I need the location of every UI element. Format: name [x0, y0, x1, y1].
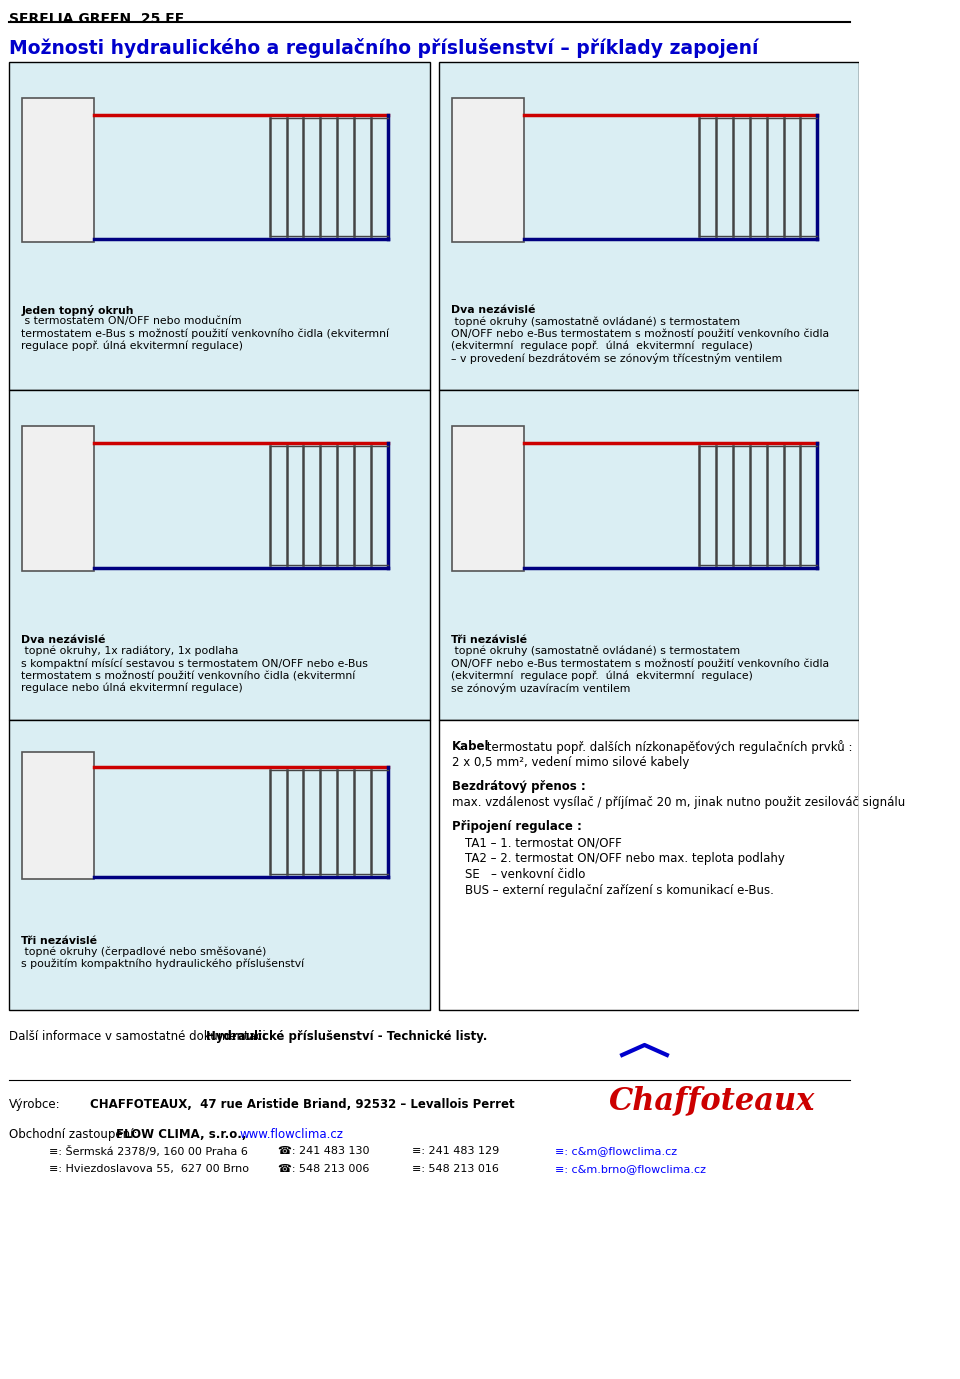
- Text: ≡: Hviezdoslavova 55,  627 00 Brno: ≡: Hviezdoslavova 55, 627 00 Brno: [49, 1164, 250, 1174]
- Bar: [9, 390, 430, 720]
- Text: TA2 – 2. termostat ON/OFF nebo max. teplota podlahy: TA2 – 2. termostat ON/OFF nebo max. tepl…: [466, 852, 785, 865]
- Text: topné okruhy (samostatně ovládané) s termostatem
ON/OFF nebo e-Bus termostatem s: topné okruhy (samostatně ovládané) s ter…: [451, 645, 829, 694]
- Text: max. vzdálenost vysílač / příjímač 20 m, jinak nutno použit zesilováč signálu: max. vzdálenost vysílač / příjímač 20 m,…: [452, 796, 905, 809]
- Text: CHAFFOTEAUX,  47 rue Aristide Briand, 92532 – Levallois Perret: CHAFFOTEAUX, 47 rue Aristide Briand, 925…: [89, 1098, 515, 1111]
- Text: termostatu popř. dalších nízkonapěťových regulačních prvků :: termostatu popř. dalších nízkonapěťových…: [484, 741, 852, 754]
- Text: Dva nezávislé: Dva nezávislé: [21, 634, 106, 645]
- Text: ≡: c&m@flowclima.cz: ≡: c&m@flowclima.cz: [555, 1146, 677, 1156]
- Text: Možnosti hydraulického a regulačního příslušenství – příklady zapojení: Možnosti hydraulického a regulačního pří…: [9, 39, 758, 58]
- Bar: [439, 720, 859, 1009]
- Text: ≡: 548 213 016: ≡: 548 213 016: [412, 1164, 498, 1174]
- Bar: [452, 426, 523, 571]
- Text: Chaffoteaux: Chaffoteaux: [609, 1085, 815, 1116]
- Text: topné okruhy (čerpadlové nebo směšované)
s použitím kompaktního hydraulického př: topné okruhy (čerpadlové nebo směšované)…: [21, 947, 304, 969]
- Text: topné okruhy, 1x radiátory, 1x podlaha
s kompaktní mísící sestavou s termostatem: topné okruhy, 1x radiátory, 1x podlaha s…: [21, 645, 369, 694]
- Text: ≡: 241 483 129: ≡: 241 483 129: [412, 1146, 499, 1156]
- Text: Tři nezávislé: Tři nezávislé: [451, 634, 527, 645]
- Text: Dva nezávislé: Dva nezávislé: [451, 305, 536, 316]
- Bar: [22, 426, 94, 571]
- Bar: [452, 98, 523, 241]
- Text: Připojení regulace :: Připojení regulace :: [452, 821, 582, 833]
- Text: ≡: c&m.brno@flowclima.cz: ≡: c&m.brno@flowclima.cz: [555, 1164, 706, 1174]
- Text: ☎: 548 213 006: ☎: 548 213 006: [277, 1164, 369, 1174]
- Text: Hydraulické příslušenství - Technické listy.: Hydraulické příslušenství - Technické li…: [205, 1030, 488, 1043]
- Bar: [22, 752, 94, 878]
- Bar: [439, 62, 859, 390]
- Text: s termostatem ON/OFF nebo modučním
termostatem e-Bus s možností použití venkovní: s termostatem ON/OFF nebo modučním termo…: [21, 316, 390, 350]
- Text: Bezdrátový přenos :: Bezdrátový přenos :: [452, 781, 586, 793]
- Bar: [22, 98, 94, 241]
- Text: BUS – externí regulační zařízení s komunikací e-Bus.: BUS – externí regulační zařízení s komun…: [466, 884, 775, 896]
- Text: ☎: 241 483 130: ☎: 241 483 130: [277, 1146, 369, 1156]
- Text: Obchodní zastoupení:: Obchodní zastoupení:: [9, 1128, 145, 1140]
- Bar: [9, 62, 430, 390]
- Text: Další informace v samostatné dokumentaci: Další informace v samostatné dokumentaci: [9, 1030, 274, 1043]
- Text: SE   – venkovní čidlo: SE – venkovní čidlo: [466, 867, 586, 881]
- Text: TA1 – 1. termostat ON/OFF: TA1 – 1. termostat ON/OFF: [466, 836, 622, 849]
- Text: Tři nezávislé: Tři nezávislé: [21, 936, 98, 946]
- Bar: [9, 720, 430, 1009]
- Text: SERELIA GREEN  25 FF: SERELIA GREEN 25 FF: [9, 12, 184, 26]
- Text: Kabel: Kabel: [452, 741, 490, 753]
- Text: www.flowclima.cz: www.flowclima.cz: [240, 1128, 344, 1140]
- Text: FLOW CLIMA, s.r.o.,: FLOW CLIMA, s.r.o.,: [116, 1128, 251, 1140]
- Text: 2 x 0,5 mm², vedení mimo silové kabely: 2 x 0,5 mm², vedení mimo silové kabely: [452, 756, 689, 769]
- Text: Jeden topný okruh: Jeden topný okruh: [21, 305, 134, 316]
- Text: topné okruhy (samostatně ovládané) s termostatem
ON/OFF nebo e-Bus termostatem s: topné okruhy (samostatně ovládané) s ter…: [451, 316, 829, 364]
- Text: ≡: Šermská 2378/9, 160 00 Praha 6: ≡: Šermská 2378/9, 160 00 Praha 6: [49, 1146, 248, 1157]
- Bar: [439, 390, 859, 720]
- Text: Výrobce:: Výrobce:: [9, 1098, 60, 1111]
